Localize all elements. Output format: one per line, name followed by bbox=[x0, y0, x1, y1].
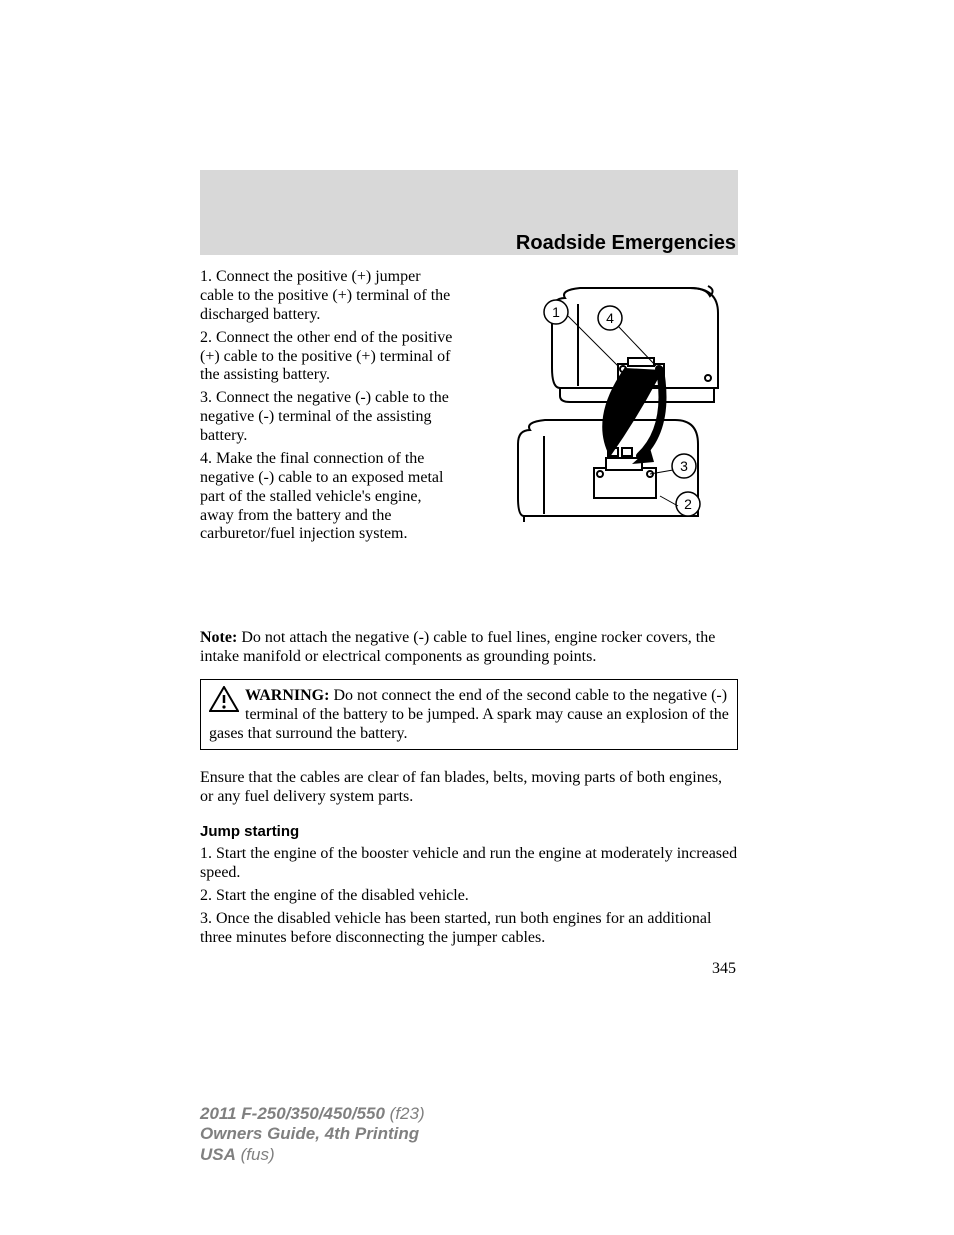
jump-starting-heading: Jump starting bbox=[200, 823, 738, 840]
page-number: 345 bbox=[712, 960, 736, 978]
page-content: 1. Connect the positive (+) jumper cable… bbox=[200, 268, 738, 948]
callout-1: 1 bbox=[552, 304, 560, 320]
warning-box: WARNING: Do not connect the end of the s… bbox=[200, 679, 738, 751]
note-block: Note: Do not attach the negative (-) cab… bbox=[200, 628, 738, 666]
footer-region: USA bbox=[200, 1145, 236, 1164]
connect-step-4: 4. Make the final connection of the nega… bbox=[200, 450, 458, 544]
callout-3: 3 bbox=[680, 458, 688, 474]
note-text: Do not attach the negative (-) cable to … bbox=[200, 629, 715, 665]
page-title: Roadside Emergencies bbox=[516, 232, 736, 255]
note-label: Note: bbox=[200, 629, 237, 646]
diagram-container: 1 4 3 2 bbox=[474, 268, 738, 548]
connect-step-3: 3. Connect the negative (-) cable to the… bbox=[200, 389, 458, 446]
jumper-cable-diagram: 1 4 3 2 bbox=[490, 268, 722, 522]
connect-steps: 1. Connect the positive (+) jumper cable… bbox=[200, 268, 458, 548]
callout-2: 2 bbox=[684, 496, 692, 512]
footer-guide: Owners Guide, 4th Printing bbox=[200, 1124, 425, 1144]
connect-step-2: 2. Connect the other end of the positive… bbox=[200, 329, 458, 386]
connect-section: 1. Connect the positive (+) jumper cable… bbox=[200, 268, 738, 548]
footer-model-code: (f23) bbox=[385, 1104, 425, 1123]
start-step-3: 3. Once the disabled vehicle has been st… bbox=[200, 909, 738, 947]
start-step-1: 1. Start the engine of the booster vehic… bbox=[200, 844, 738, 882]
callout-4: 4 bbox=[606, 310, 614, 326]
start-step-2: 2. Start the engine of the disabled vehi… bbox=[200, 886, 738, 905]
warning-label: WARNING: bbox=[245, 687, 329, 704]
warning-triangle-icon bbox=[209, 686, 239, 712]
ensure-text: Ensure that the cables are clear of fan … bbox=[200, 768, 738, 806]
footer: 2011 F-250/350/450/550 (f23) Owners Guid… bbox=[200, 1104, 425, 1165]
footer-region-code: (fus) bbox=[236, 1145, 275, 1164]
start-steps: 1. Start the engine of the booster vehic… bbox=[200, 844, 738, 948]
footer-model: 2011 F-250/350/450/550 bbox=[200, 1104, 385, 1123]
connect-step-1: 1. Connect the positive (+) jumper cable… bbox=[200, 268, 458, 325]
